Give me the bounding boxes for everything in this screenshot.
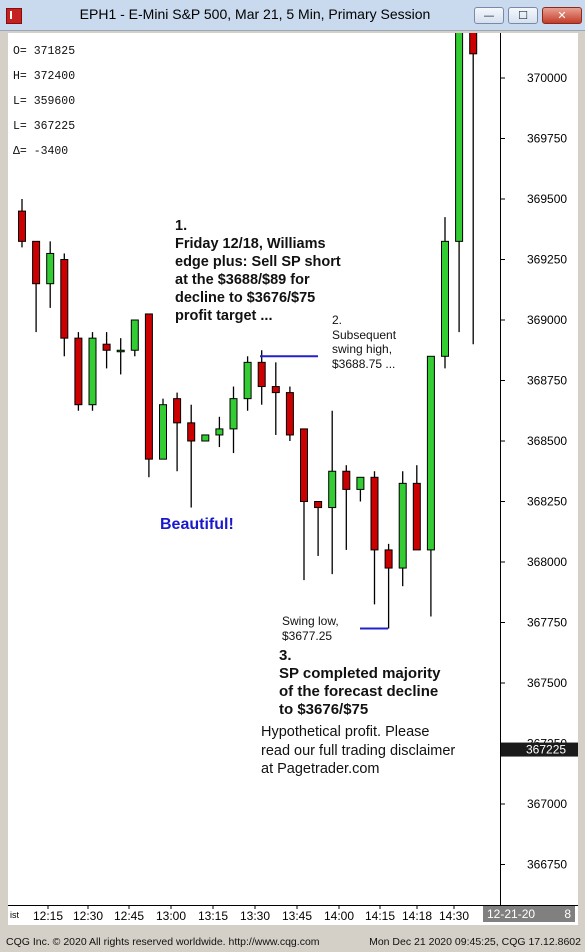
candle-down[interactable]	[74, 337, 83, 406]
x-tick-label: 12:30	[73, 909, 103, 923]
window-titlebar[interactable]: EPH1 - E-Mini S&P 500, Mar 21, 5 Min, Pr…	[0, 0, 585, 31]
ohlc-high: H= 372400	[13, 69, 76, 83]
y-tick-label: 370000	[527, 71, 567, 85]
candle-up[interactable]	[46, 252, 55, 285]
y-tick-label: 367750	[527, 616, 567, 630]
x-tick-label: 12:45	[114, 909, 144, 923]
annotation-1: 1. Friday 12/18, Williams edge plus: Sel…	[175, 218, 341, 324]
candle-down[interactable]	[300, 428, 308, 502]
candle-up[interactable]	[328, 470, 337, 509]
status-footer: CQG Inc. © 2020 All rights reserved worl…	[0, 934, 585, 952]
candle-down[interactable]	[32, 240, 41, 285]
candle-up[interactable]	[130, 319, 139, 351]
y-tick-label: 369250	[527, 253, 567, 267]
maximize-button[interactable]: ☐	[508, 7, 538, 24]
x-tick-label: 12:15	[33, 909, 63, 923]
close-button[interactable]: ✕	[542, 7, 582, 24]
x-tick-label: 13:15	[198, 909, 228, 923]
candle-down[interactable]	[257, 361, 266, 388]
candle-up[interactable]	[88, 337, 97, 406]
candle-down[interactable]	[314, 501, 323, 509]
candle-down[interactable]	[102, 343, 111, 351]
y-tick-label: 369750	[527, 132, 567, 146]
ohlc-open: O= 371825	[13, 44, 76, 58]
y-tick-label: 369500	[527, 192, 567, 206]
candle-up[interactable]	[201, 434, 210, 442]
y-tick-label: 367500	[527, 676, 567, 690]
date-box: 12-21-20 8	[483, 906, 575, 922]
candle-down[interactable]	[173, 398, 182, 424]
y-axis-area	[500, 33, 578, 905]
candle-down[interactable]	[187, 422, 196, 442]
candle-down[interactable]	[469, 33, 478, 55]
ohlc-readout: O= 371825 H= 372400 L= 359600 L= 367225 …	[13, 33, 75, 171]
date-box-suffix: 8	[564, 907, 571, 921]
y-tick-label: 366750	[527, 858, 567, 872]
candle-up[interactable]	[243, 361, 252, 400]
disclaimer-text: Hypothetical profit. Please read our ful…	[261, 724, 456, 777]
candle-down[interactable]	[144, 313, 153, 460]
candle-up[interactable]	[455, 33, 464, 242]
candlestick-chart[interactable]: 370000 369750 369500 369250 369000 368750 3685…	[8, 33, 578, 925]
candle-down[interactable]	[60, 259, 69, 339]
minimize-button[interactable]: —	[474, 7, 504, 24]
candle-down[interactable]	[342, 470, 351, 490]
candle-up[interactable]	[441, 240, 449, 357]
candle-up[interactable]	[159, 404, 167, 460]
y-tick-label: 368500	[527, 434, 567, 448]
x-tick-label: 14:15	[365, 909, 395, 923]
app-icon	[6, 8, 22, 24]
ohlc-low: L= 359600	[13, 94, 76, 108]
annotation-beautiful: Beautiful!	[160, 516, 234, 533]
window-title: EPH1 - E-Mini S&P 500, Mar 21, 5 Min, Pr…	[79, 6, 431, 22]
x-tick-label: 13:30	[240, 909, 270, 923]
x-tick-label: 14:00	[324, 909, 354, 923]
y-tick-label: 367000	[527, 797, 567, 811]
plot-area[interactable]	[8, 33, 500, 905]
date-box-text: 12-21-20	[487, 907, 536, 921]
candle-up[interactable]	[356, 476, 365, 490]
candle-down[interactable]	[285, 392, 294, 436]
timestamp-text: Mon Dec 21 2020 09:45:25, CQG 17.12.8602	[369, 936, 581, 948]
ohlc-change: Δ= -3400	[13, 144, 69, 158]
x-tick-label: 14:30	[439, 909, 469, 923]
y-tick-label: 368000	[527, 555, 567, 569]
ohlc-last: L= 367225	[13, 119, 76, 133]
last-price-tag	[501, 742, 578, 757]
maximize-icon: ☐	[518, 9, 528, 22]
last-price-label: 367225	[526, 743, 566, 757]
x-axis-left-marker: ist	[10, 910, 19, 920]
y-tick-label: 369000	[527, 313, 567, 327]
y-tick-label: 368750	[527, 374, 567, 388]
candle-up[interactable]	[116, 349, 125, 353]
candle-down[interactable]	[412, 482, 421, 551]
candle-down[interactable]	[271, 386, 280, 394]
annotation-swing-low: Swing low, $3677.25	[282, 614, 339, 643]
candle-up[interactable]	[229, 398, 238, 430]
candle-down[interactable]	[18, 210, 26, 242]
annotation-3: 3. SP completed majority of the forecast…	[279, 647, 441, 718]
x-tick-label: 13:00	[156, 909, 186, 923]
candle-up[interactable]	[215, 428, 224, 436]
candle-up[interactable]	[426, 355, 435, 551]
copyright-text: CQG Inc. © 2020 All rights reserved worl…	[6, 936, 320, 948]
annotation-2: 2. Subsequent swing high, $3688.75 ...	[332, 313, 397, 371]
minimize-icon: —	[483, 9, 495, 22]
x-tick-label: 14:18	[402, 909, 432, 923]
x-tick-label: 13:45	[282, 909, 312, 923]
candle-down[interactable]	[384, 549, 393, 569]
candle-down[interactable]	[370, 476, 379, 551]
candle-up[interactable]	[398, 482, 407, 569]
y-tick-label: 368250	[527, 495, 567, 509]
close-icon: ✕	[557, 9, 567, 22]
chart-window[interactable]: 370000 369750 369500 369250 369000 368750 3685…	[8, 33, 578, 925]
